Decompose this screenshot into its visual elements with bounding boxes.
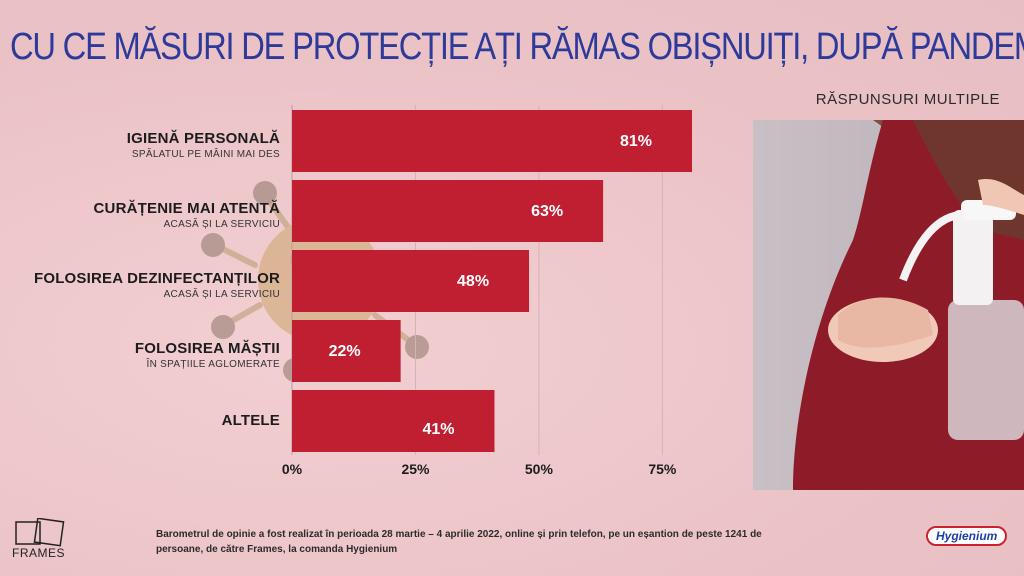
category-main-label: ALTELE [221,412,280,429]
x-tick-label: 75% [648,461,677,477]
frames-logo-icon [14,517,74,564]
bar-value-label: 41% [422,421,454,438]
hand-sanitizer-photo [753,120,1024,490]
bar [292,320,401,382]
bar [292,390,495,452]
category-label: CURĂȚENIE MAI ATENTĂ ACASĂ ȘI LA SERVICIU [0,200,280,230]
category-main-label: FOLOSIREA DEZINFECTANȚILOR [33,270,280,287]
bar-value-label: 63% [531,203,563,220]
x-tick-label: 0% [282,461,303,477]
category-sublabel: ACASĂ ȘI LA SERVICIU [163,289,280,300]
category-sublabel: ACASĂ ȘI LA SERVICIU [163,219,280,230]
footer-note: Barometrul de opinie a fost realizat în … [156,529,762,555]
bar-value-label: 48% [457,273,489,290]
category-label: FOLOSIREA DEZINFECTANȚILOR ACASĂ ȘI LA SE… [0,270,280,300]
category-label: IGIENĂ PERSONALĂ SPĂLATUL PE MÂINI MAI DE… [0,130,280,160]
category-sublabel: ÎN SPAȚIILE AGLOMERATE [146,359,280,370]
category-main-label: CURĂȚENIE MAI ATENTĂ [93,200,280,217]
frames-logo-text: FRAMES [12,546,66,560]
chart-subtitle: RĂSPUNSURI MULTIPLE [815,91,1000,108]
category-label: FOLOSIREA MĂȘTII ÎN SPAȚIILE AGLOMERATE [0,340,280,370]
hygienium-logo-text: Hygienium [926,526,1008,546]
bar-value-label: 22% [329,343,361,360]
bar [292,250,530,312]
category-label: ALTELE [0,412,280,429]
x-tick-label: 50% [525,461,554,477]
x-tick-label: 25% [401,461,430,477]
bar [292,180,604,242]
bar [292,110,692,172]
category-main-label: FOLOSIREA MĂȘTII [134,340,280,357]
category-sublabel: SPĂLATUL PE MÂINI MAI DES [131,149,280,160]
category-main-label: IGIENĂ PERSONALĂ [126,130,280,147]
hygienium-logo: Hygienium [926,526,1008,546]
bar-value-label: 81% [620,133,652,150]
page-title: CU CE MĂSURI DE PROTECȚIE AȚI RĂMAS OBIȘ… [10,26,1024,68]
